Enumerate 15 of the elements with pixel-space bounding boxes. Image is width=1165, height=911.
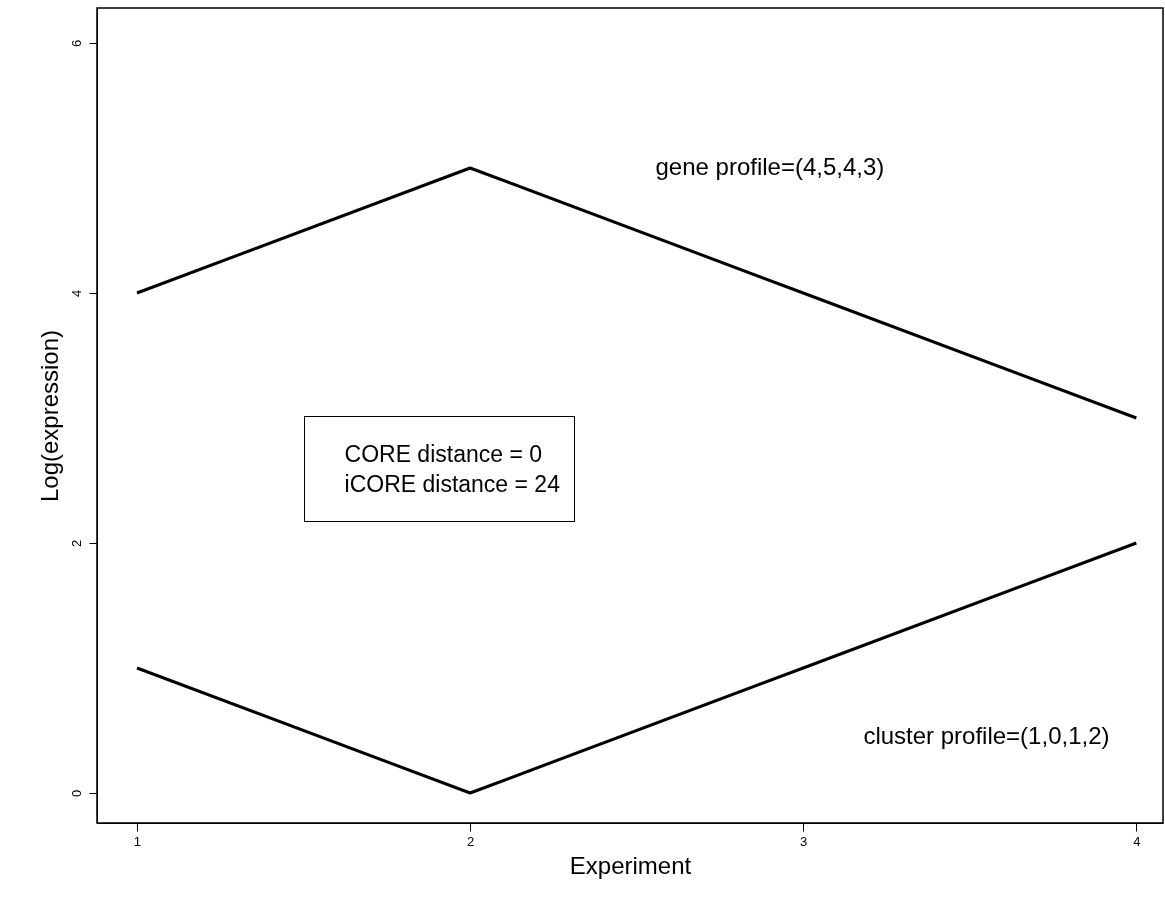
x-tick-label: 2 [466,833,475,849]
y-tick-label: 2 [68,539,84,548]
text-box: CORE distance = 0 iCORE distance = 24 [303,415,575,522]
annotation: iCORE distance = 24 [344,469,560,499]
y-tick-label: 6 [68,39,84,48]
text: gene profile=(4,5,4,3) [655,153,885,180]
y-axis-title: Log(expression) [35,329,63,503]
x-tick-label: 4 [1133,833,1141,849]
x-axis-title: Experiment [569,851,692,879]
annotation: CORE distance = 0 [344,439,544,469]
y-tick-label: 4 [68,289,84,298]
y-tick-label: 0 [68,789,84,798]
x-tick-label: 1 [133,833,142,849]
x-tick-label: 3 [800,833,808,849]
text: cluster profile=(1,0,1,2) [863,721,1110,749]
